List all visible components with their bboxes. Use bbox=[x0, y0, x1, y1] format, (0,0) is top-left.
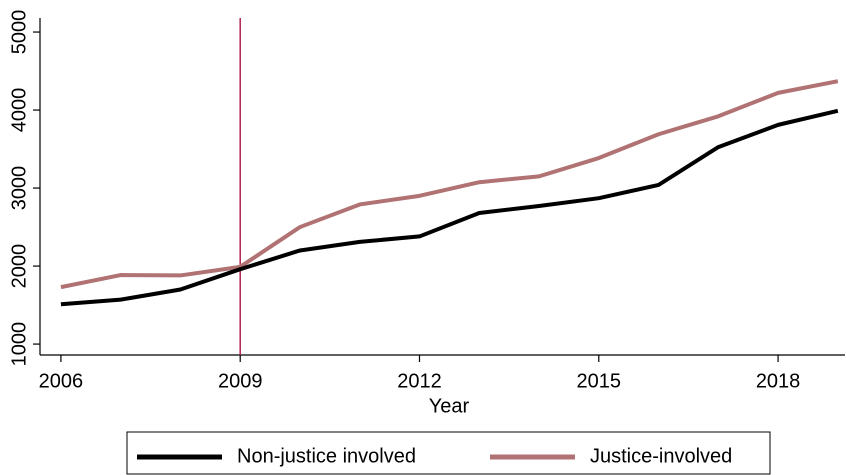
legend-label: Justice-involved bbox=[590, 445, 732, 467]
y-tick-label: 4000 bbox=[8, 88, 30, 133]
y-tick-label: 1000 bbox=[8, 322, 30, 367]
x-axis-label: Year bbox=[429, 395, 470, 417]
legend-label: Non-justice involved bbox=[237, 445, 416, 467]
x-tick-label: 2018 bbox=[756, 370, 801, 392]
series-line bbox=[60, 108, 839, 307]
y-tick-label: 5000 bbox=[8, 10, 30, 55]
y-tick-label: 2000 bbox=[8, 244, 30, 289]
series-line bbox=[60, 79, 839, 290]
legend-box bbox=[126, 431, 771, 475]
x-tick-label: 2006 bbox=[39, 370, 84, 392]
x-tick-label: 2009 bbox=[218, 370, 263, 392]
x-tick-label: 2012 bbox=[397, 370, 442, 392]
y-tick-label: 3000 bbox=[8, 166, 30, 211]
x-tick-label: 2015 bbox=[577, 370, 622, 392]
